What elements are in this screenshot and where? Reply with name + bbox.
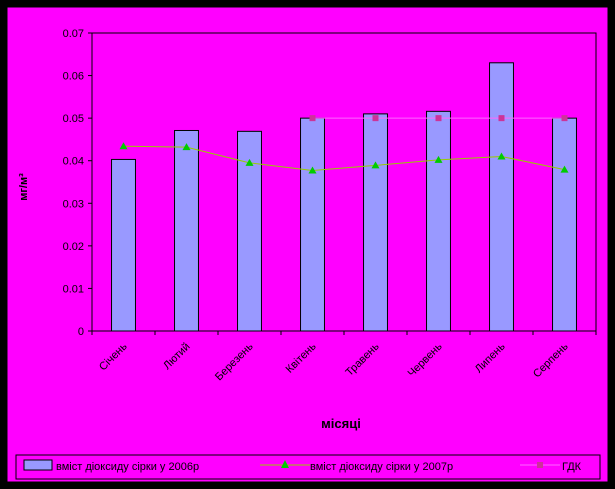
y-tick-label: 0.05 [63, 113, 84, 125]
bar [111, 158, 136, 332]
y-tick-label: 0.07 [63, 28, 84, 40]
point-2007 [119, 142, 128, 150]
point-gdk [498, 115, 505, 122]
legend-swatch-2006 [23, 459, 53, 471]
point-gdk [372, 115, 379, 122]
point-2007 [371, 161, 380, 169]
plot-area [91, 32, 597, 332]
bar [174, 129, 199, 332]
legend-label-2006: вміст діоксиду сірки у 2006р [56, 461, 199, 473]
point-2007 [182, 143, 191, 151]
bar [363, 113, 388, 332]
bar [237, 130, 262, 332]
point-gdk [561, 115, 568, 122]
point-gdk [309, 115, 316, 122]
line-series [119, 115, 569, 174]
point-gdk [435, 115, 442, 122]
y-tick-label: 0.04 [63, 156, 84, 168]
legend-marker-2007 [281, 460, 289, 468]
line-2007 [123, 145, 565, 172]
y-tick-label: 0 [78, 326, 84, 338]
y-tick-label: 0.02 [63, 241, 84, 253]
legend-box [15, 454, 601, 480]
plot-frame [91, 32, 597, 332]
bar [552, 117, 577, 332]
point-2007 [245, 158, 254, 166]
legend-marker-gdk [537, 462, 543, 468]
point-2007 [497, 152, 506, 160]
y-axis-title: мг/м³ [18, 173, 30, 201]
x-axis-title: місяці [321, 416, 361, 431]
legend-label-gdk: ГДК [562, 461, 582, 473]
bar-series-2006 [111, 62, 577, 332]
bar [300, 117, 325, 332]
bar [489, 62, 514, 332]
point-2007 [560, 165, 569, 173]
legend: вміст діоксиду сірки у 2006р вміст діокс… [15, 454, 601, 480]
bar [426, 110, 451, 332]
y-tick-label: 0.01 [63, 283, 84, 295]
legend-label-2007: вміст діоксиду сірки у 2007р [310, 461, 453, 473]
point-2007 [308, 166, 317, 174]
point-2007 [434, 155, 443, 163]
y-tick-label: 0.03 [63, 198, 84, 210]
y-tick-label: 0.06 [63, 71, 84, 83]
y-axis-ticks: 0 0.01 0.02 0.03 0.04 0.05 0.06 0.07 [63, 28, 92, 338]
